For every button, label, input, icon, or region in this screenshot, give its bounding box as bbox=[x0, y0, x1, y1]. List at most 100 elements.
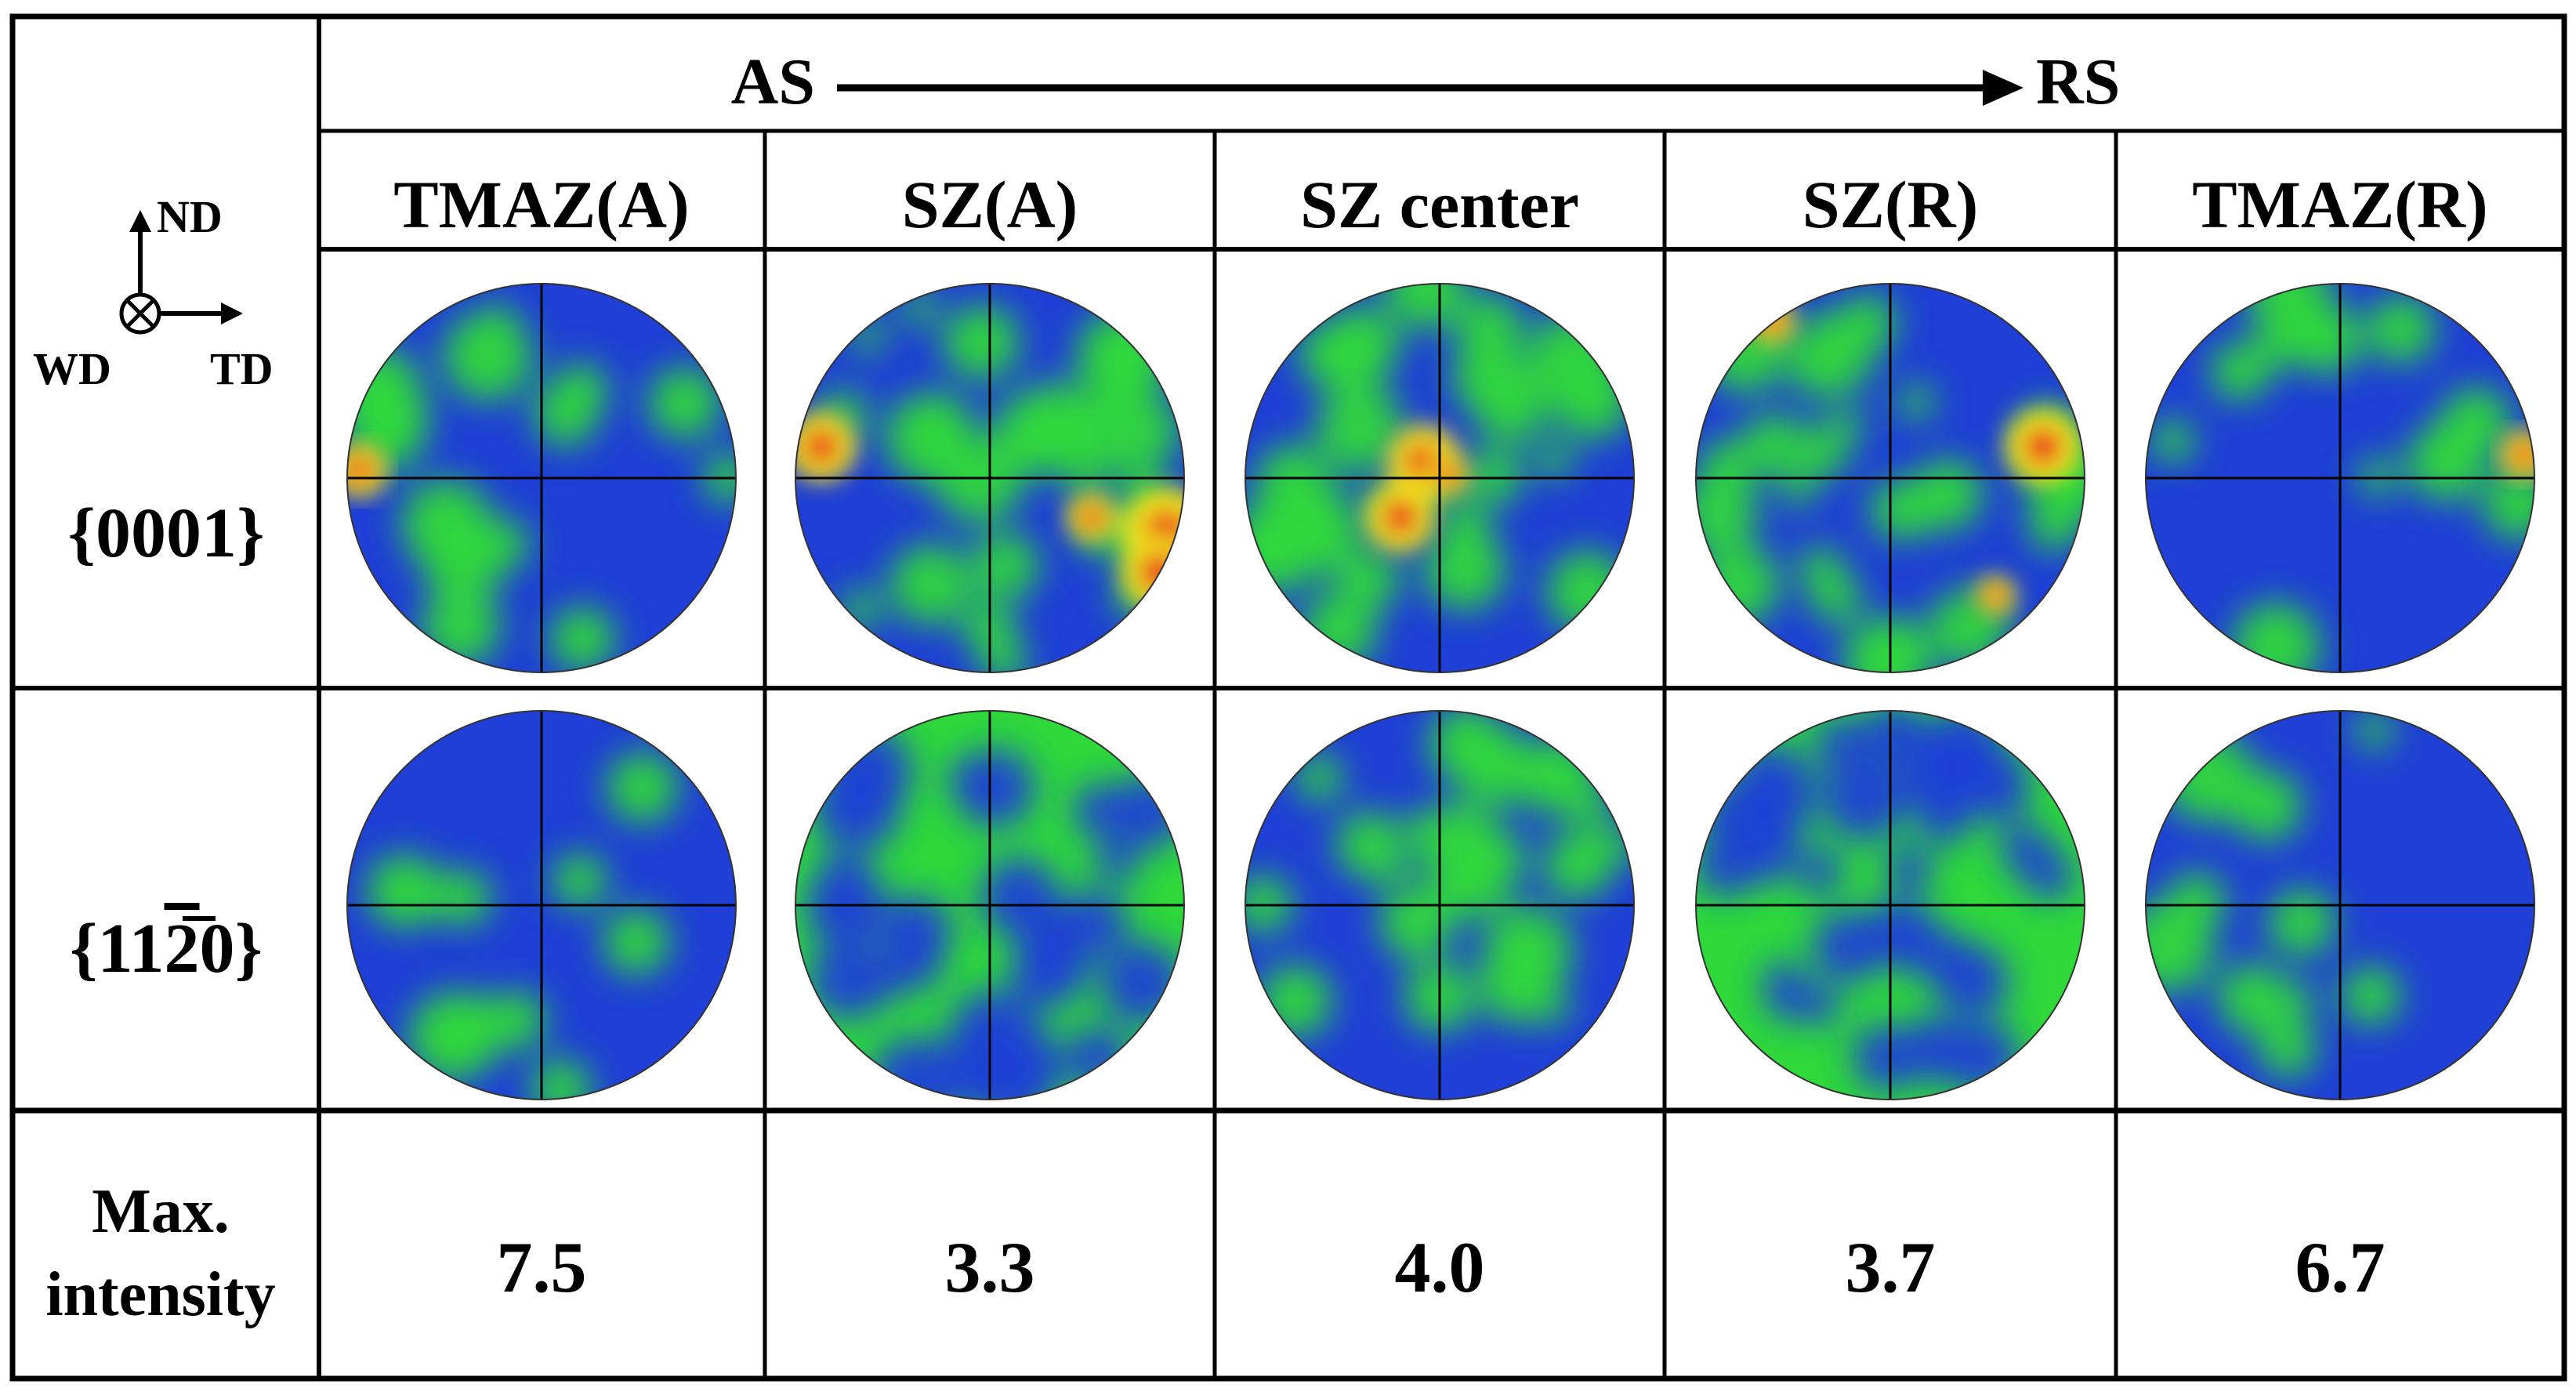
texture-blob bbox=[944, 305, 1020, 380]
texture-blob bbox=[1853, 1024, 1919, 1091]
texture-blob bbox=[1978, 766, 2018, 806]
max-intensity-label-line1: Max. bbox=[92, 1177, 230, 1246]
texture-blob bbox=[871, 963, 908, 999]
intensity-hotspots bbox=[2499, 429, 2534, 480]
texture-blob bbox=[2231, 770, 2302, 842]
hotspot-core bbox=[1139, 553, 1177, 591]
texture-blob bbox=[1316, 384, 1404, 473]
pole-figure bbox=[2146, 711, 2534, 1100]
as-label: AS bbox=[731, 45, 815, 118]
texture-blob bbox=[1898, 384, 1934, 420]
intensity-hotspots bbox=[347, 442, 388, 498]
hotspot-core bbox=[803, 429, 839, 465]
texture-blobs bbox=[805, 726, 1184, 1100]
plane-1120-prefix: {11 bbox=[70, 910, 165, 987]
max-intensity-value: 4.0 bbox=[1395, 1227, 1485, 1307]
texture-blob bbox=[818, 767, 863, 811]
texture-blob bbox=[2356, 712, 2393, 749]
texture-blob bbox=[2028, 499, 2080, 551]
pole-figure bbox=[1696, 284, 2085, 672]
texture-blob bbox=[553, 853, 607, 908]
into-page-cross-icon bbox=[119, 292, 161, 335]
texture-blob bbox=[2210, 342, 2270, 401]
texture-blob bbox=[813, 853, 878, 917]
axis-label-td: TD bbox=[210, 343, 274, 394]
column-header-sz-a: SZ(A) bbox=[902, 167, 1078, 242]
texture-blob bbox=[870, 1037, 964, 1100]
texture-blob bbox=[1095, 838, 1139, 882]
texture-blob bbox=[2232, 602, 2321, 672]
texture-blob bbox=[1429, 711, 1507, 784]
hotspot-core bbox=[2024, 428, 2062, 466]
texture-blob bbox=[1800, 986, 1840, 1026]
texture-blob bbox=[1924, 936, 1984, 995]
texture-blob bbox=[1696, 833, 1759, 897]
hotspot-core bbox=[2512, 442, 2534, 467]
texture-blob bbox=[1336, 548, 1400, 611]
hotspot-core bbox=[1382, 499, 1418, 535]
texture-blob bbox=[648, 367, 721, 440]
texture-blob bbox=[1743, 413, 1806, 476]
pole-figure-outline bbox=[795, 283, 1185, 673]
texture-blob bbox=[942, 328, 976, 361]
texture-blob bbox=[1700, 439, 1756, 495]
texture-blob bbox=[1821, 755, 1908, 841]
texture-blob bbox=[809, 940, 889, 1020]
texture-blob bbox=[1843, 617, 1930, 672]
texture-blob bbox=[1904, 1015, 1972, 1083]
intensity-hotspots bbox=[1365, 425, 1470, 553]
texture-blob bbox=[2000, 824, 2052, 875]
texture-blob bbox=[434, 869, 491, 926]
row-label-1120: {1120} bbox=[70, 910, 263, 987]
texture-blob bbox=[1919, 794, 1970, 845]
texture-blob bbox=[1112, 774, 1184, 849]
axis-label-wd: WD bbox=[33, 343, 111, 394]
column-header-tmaz-a: TMAZ(A) bbox=[393, 167, 689, 242]
pole-figure-outline bbox=[346, 710, 737, 1100]
pole-figure bbox=[795, 711, 1184, 1100]
texture-blob bbox=[2367, 295, 2435, 364]
texture-blob bbox=[443, 311, 533, 401]
texture-blob bbox=[1763, 961, 1802, 999]
hotspot-core bbox=[1436, 462, 1459, 486]
texture-blob bbox=[534, 382, 598, 447]
texture-blob bbox=[2268, 889, 2335, 956]
pole-figure-outline bbox=[2145, 283, 2535, 673]
texture-blob bbox=[1073, 784, 1127, 838]
pole-figure-outline bbox=[1245, 710, 1635, 1100]
hotspot-core bbox=[1079, 505, 1104, 530]
texture-blob bbox=[1041, 903, 1078, 940]
texture-blob bbox=[980, 636, 1027, 672]
pole-figure-outline bbox=[795, 710, 1185, 1100]
texture-blob bbox=[1796, 426, 1849, 477]
texture-blob bbox=[436, 993, 506, 1063]
texture-blob bbox=[1012, 382, 1104, 475]
texture-blob bbox=[1385, 284, 1466, 329]
pole-figure-outline bbox=[1695, 283, 2085, 673]
texture-blob bbox=[1781, 471, 1816, 507]
max-intensity-value: 3.3 bbox=[945, 1227, 1035, 1307]
texture-blob bbox=[1536, 441, 1573, 479]
texture-blob bbox=[1019, 932, 1089, 1002]
pole-figure bbox=[1245, 284, 1634, 672]
texture-blob bbox=[1886, 846, 1933, 893]
column-header-tmaz-r: TMAZ(R) bbox=[2192, 167, 2487, 242]
hotspot-core bbox=[1986, 585, 2006, 606]
texture-blob bbox=[1379, 885, 1455, 960]
texture-blob bbox=[1306, 505, 1350, 549]
texture-blob bbox=[2341, 966, 2400, 1026]
rs-label: RS bbox=[2036, 45, 2120, 118]
texture-blobs bbox=[1696, 711, 2074, 1095]
texture-blob bbox=[2440, 387, 2512, 458]
max-intensity-value: 3.7 bbox=[1846, 1227, 1936, 1307]
texture-blob bbox=[1124, 400, 1182, 459]
texture-blob bbox=[1464, 447, 1522, 505]
texture-blob bbox=[2146, 900, 2215, 994]
texture-blob bbox=[603, 908, 670, 976]
column-header-sz-r: SZ(R) bbox=[1802, 167, 1979, 242]
axis-label-nd: ND bbox=[157, 191, 223, 242]
texture-blob bbox=[2259, 1019, 2317, 1078]
hotspot-core bbox=[347, 456, 374, 484]
texture-blob bbox=[955, 748, 1034, 828]
